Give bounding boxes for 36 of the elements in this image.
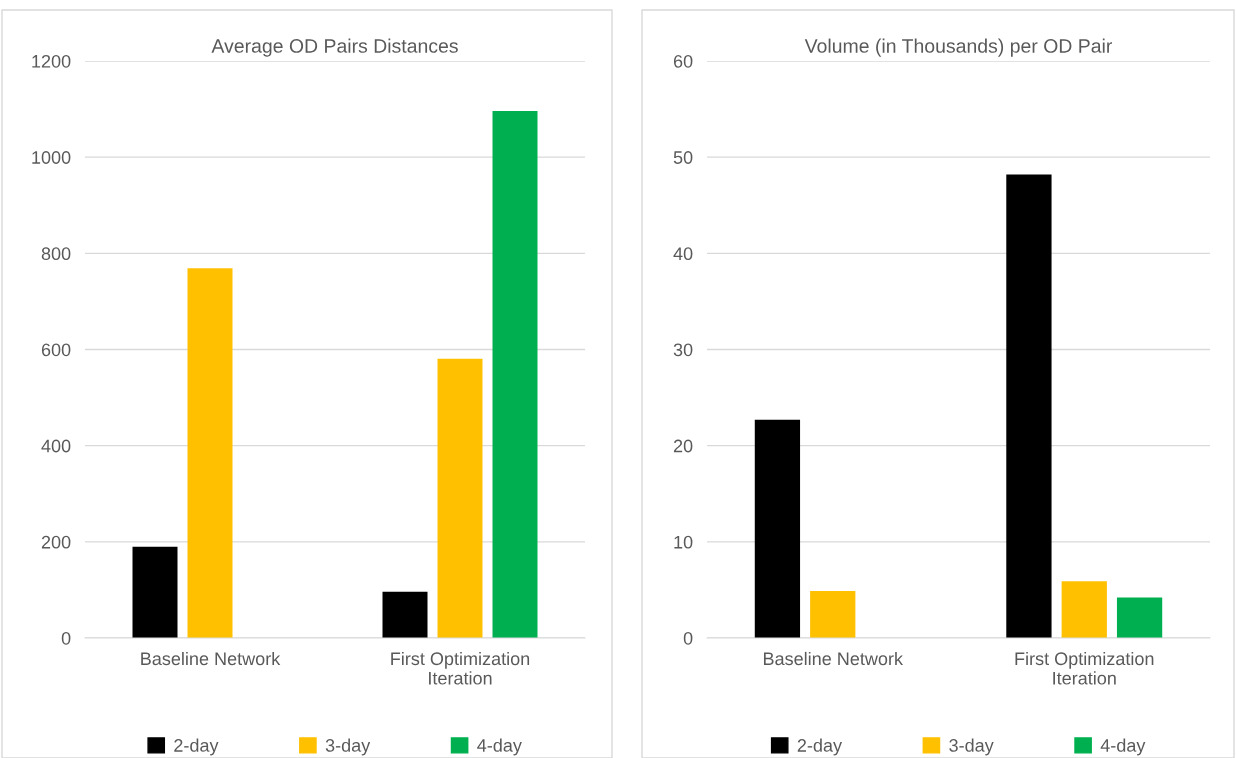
bar — [437, 358, 483, 638]
bar — [754, 419, 801, 638]
legend-label: 4-day — [477, 738, 522, 756]
y-tick-label: 400 — [41, 439, 71, 453]
x-tick-label: First Optimization Iteration — [391, 651, 530, 685]
y-tick-label: 20 — [673, 439, 693, 453]
legend-label: 3-day — [949, 738, 994, 756]
y-tick-label: 60 — [673, 54, 693, 68]
y-tick-label: 10 — [674, 535, 693, 549]
y-tick-label: 200 — [41, 535, 71, 549]
bar — [492, 111, 538, 638]
bar — [1116, 597, 1163, 638]
legend-label: 3-day — [325, 738, 371, 756]
x-tick-label: Baseline Network — [763, 651, 904, 666]
bar — [1061, 581, 1107, 638]
y-tick-label: 30 — [673, 343, 693, 357]
bar — [187, 268, 233, 638]
legend-label: 4-day — [1100, 738, 1146, 756]
legend-label: 2-day — [797, 738, 842, 756]
chart-title: Volume (in Thousands) per OD Pair — [804, 38, 1113, 57]
y-tick-label: 50 — [673, 151, 693, 164]
bar — [132, 546, 178, 638]
x-tick-label: Baseline Network — [141, 651, 281, 666]
y-tick-label: 600 — [41, 343, 71, 357]
y-tick-label: 1200 — [32, 54, 71, 68]
bar — [1006, 174, 1052, 638]
y-tick-label: 1000 — [32, 151, 71, 164]
y-tick-label: 0 — [683, 631, 693, 645]
legend-label: 2-day — [174, 738, 219, 756]
bar — [810, 590, 856, 638]
y-tick-label: 0 — [61, 631, 71, 645]
y-tick-label: 40 — [673, 247, 693, 261]
x-tick-label: First Optimization Iteration — [1015, 651, 1154, 685]
bar — [382, 591, 428, 638]
chart-title: Average OD Pairs Distances — [211, 38, 458, 57]
y-tick-label: 800 — [41, 247, 71, 261]
